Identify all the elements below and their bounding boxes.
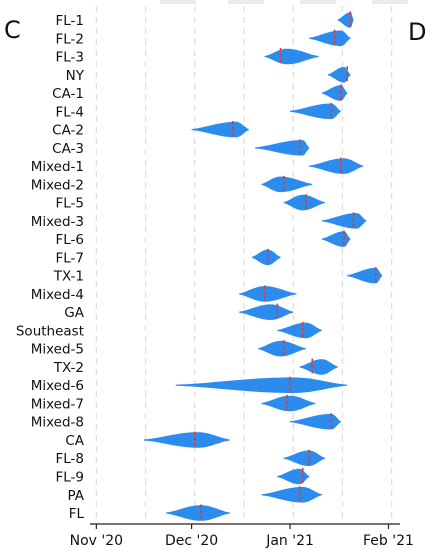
violin-tx-2 [299, 359, 338, 375]
violin-fl-7 [251, 249, 281, 266]
row-labels: FL-1 FL-2 FL-3 NY CA-1 FL-4 CA-2 CA-3 Mixed-1 Mix… [16, 13, 85, 522]
violin-series [144, 12, 383, 521]
violin-tx-1 [347, 267, 383, 284]
row-label: FL-1 [55, 13, 84, 29]
row-label: Mixed-5 [31, 342, 84, 358]
violin-mixed-2 [261, 176, 313, 193]
violin-mixed-1 [309, 158, 364, 174]
violin-fl-1 [337, 12, 354, 28]
violin-fl-9 [277, 468, 310, 485]
row-label: Mixed-7 [31, 396, 84, 412]
row-label: TX-1 [53, 269, 84, 285]
x-axis: Nov '20 Dec '20 Jan '21 Feb '21 [70, 523, 414, 549]
median-markers [193, 11, 377, 522]
violin-pa [261, 487, 322, 503]
row-label: FL-6 [55, 232, 84, 248]
x-tick-label: Dec '20 [165, 533, 218, 549]
violin-mixed-3 [321, 213, 367, 229]
violin-fl-4 [290, 103, 341, 120]
row-label: Mixed-3 [31, 214, 84, 230]
row-label: Mixed-4 [31, 287, 84, 303]
top-strip-2 [228, 0, 264, 4]
x-tick-label: Nov '20 [70, 533, 123, 549]
violin-ca [144, 432, 230, 448]
panel-label-c: C [4, 16, 21, 44]
row-label: Mixed-8 [31, 415, 84, 431]
violin-mixed-4 [239, 286, 297, 302]
violin-fl-6 [321, 231, 351, 247]
row-label: GA [64, 305, 84, 321]
row-label: FL [69, 506, 85, 522]
violin-fl-2 [309, 30, 351, 47]
violin-fl [166, 505, 230, 521]
violin-southeast [277, 322, 322, 339]
top-strip-1 [160, 0, 196, 4]
violin-mixed-8 [290, 413, 341, 430]
top-strip-3 [300, 0, 336, 4]
grid-lines [95, 6, 393, 524]
top-strip-decorations [160, 0, 408, 4]
row-label: NY [66, 68, 85, 84]
row-label: CA-3 [52, 141, 84, 157]
row-label: Southeast [16, 323, 84, 339]
row-label: FL-7 [55, 250, 84, 266]
row-label: PA [67, 488, 84, 504]
row-label: TX-2 [53, 360, 84, 376]
row-label: FL-5 [55, 196, 84, 212]
violin-mixed-7 [261, 395, 316, 412]
row-label: Mixed-6 [31, 378, 84, 394]
violin-ca-2 [191, 121, 249, 138]
violin-fl-3 [264, 48, 319, 65]
row-label: CA-2 [52, 123, 84, 139]
row-label: CA-1 [52, 86, 84, 102]
violin-fl-8 [283, 450, 325, 466]
violin-mixed-5 [258, 340, 306, 357]
row-label: Mixed-1 [31, 159, 84, 175]
violin-ca-3 [255, 140, 310, 156]
top-strip-4 [372, 0, 408, 4]
panel-label-d: D [408, 18, 427, 46]
row-label: FL-9 [55, 470, 84, 486]
row-label: FL-2 [55, 31, 84, 47]
row-label: FL-8 [55, 451, 84, 467]
row-label: FL-4 [55, 104, 84, 120]
violin-ny [328, 67, 351, 83]
violin-fl-5 [283, 194, 325, 211]
row-label: CA [65, 433, 84, 449]
violin-mixed-6 [175, 377, 348, 393]
row-label: FL-3 [55, 50, 84, 66]
violin-ca-1 [321, 85, 348, 101]
x-tick-label: Feb '21 [363, 533, 414, 549]
row-label: Mixed-2 [31, 177, 84, 193]
violin-ga [239, 304, 294, 320]
x-tick-label: Jan '21 [265, 533, 314, 549]
